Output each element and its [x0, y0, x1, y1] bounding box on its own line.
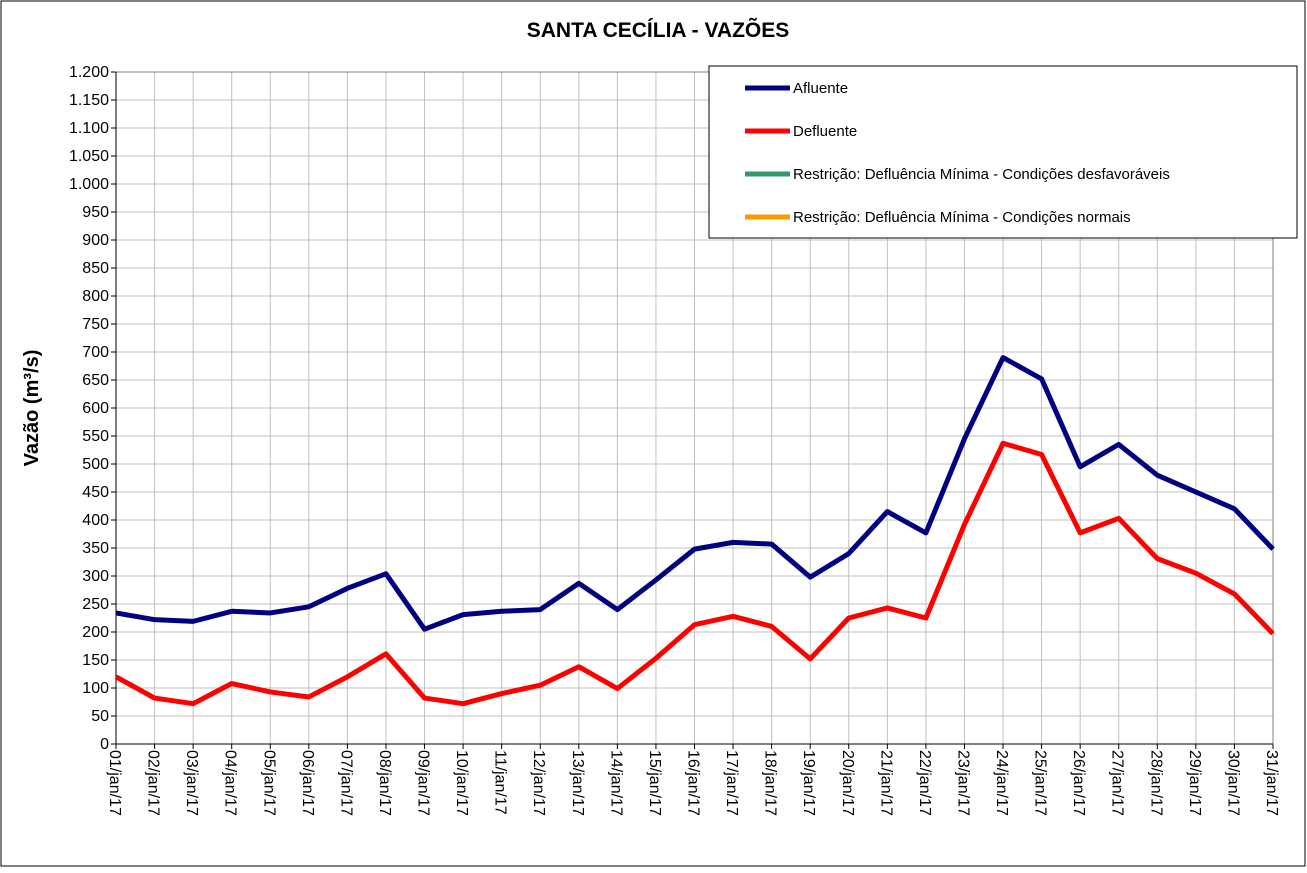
x-tick-label: 15/jan/17 — [646, 750, 663, 816]
y-tick-label: 850 — [82, 260, 109, 277]
y-tick-label: 900 — [82, 232, 109, 249]
x-tick-label: 26/jan/17 — [1070, 750, 1087, 816]
x-tick-label: 03/jan/17 — [183, 750, 200, 816]
y-tick-label: 1.150 — [69, 92, 109, 109]
x-tick-label: 17/jan/17 — [723, 750, 740, 816]
x-tick-label: 05/jan/17 — [260, 750, 277, 816]
x-tick-label: 27/jan/17 — [1109, 750, 1126, 816]
x-tick-label: 21/jan/17 — [877, 750, 894, 816]
x-tick-label: 31/jan/17 — [1263, 750, 1280, 816]
y-tick-label: 50 — [91, 708, 109, 725]
legend-label: Afluente — [793, 80, 848, 97]
y-tick-label: 950 — [82, 204, 109, 221]
x-tick-label: 09/jan/17 — [415, 750, 432, 816]
x-tick-label: 12/jan/17 — [530, 750, 547, 816]
legend-label: Restrição: Defluência Mínima - Condições… — [793, 209, 1131, 226]
y-tick-label: 1.200 — [69, 64, 109, 81]
x-tick-label: 08/jan/17 — [376, 750, 393, 816]
series-line — [115, 355, 1275, 632]
y-tick-label: 150 — [82, 652, 109, 669]
x-tick-label: 20/jan/17 — [839, 750, 856, 816]
y-tick-label: 500 — [82, 456, 109, 473]
x-tick-label: 04/jan/17 — [222, 750, 239, 816]
series-line — [114, 440, 1275, 707]
x-tick-label: 07/jan/17 — [337, 750, 354, 816]
x-tick-label: 18/jan/17 — [762, 750, 779, 816]
x-tick-label: 10/jan/17 — [453, 750, 470, 816]
x-tick-label: 19/jan/17 — [800, 750, 817, 816]
y-tick-label: 1.050 — [69, 148, 109, 165]
x-tick-label: 02/jan/17 — [145, 750, 162, 816]
x-tick-label: 22/jan/17 — [916, 750, 933, 816]
x-tick-label: 30/jan/17 — [1224, 750, 1241, 816]
y-tick-label: 800 — [82, 288, 109, 305]
y-tick-label: 700 — [82, 344, 109, 361]
y-tick-label: 550 — [82, 428, 109, 445]
x-tick-label: 28/jan/17 — [1147, 750, 1164, 816]
y-axis-label: Vazão (m³/s) — [21, 350, 43, 467]
y-tick-label: 300 — [82, 568, 109, 585]
y-tick-label: 750 — [82, 316, 109, 333]
x-tick-label: 13/jan/17 — [569, 750, 586, 816]
y-tick-label: 1.000 — [69, 176, 109, 193]
legend-label: Restrição: Defluência Mínima - Condições… — [793, 166, 1170, 183]
y-tick-label: 250 — [82, 596, 109, 613]
y-tick-label: 400 — [82, 512, 109, 529]
x-tick-label: 11/jan/17 — [492, 750, 509, 815]
x-tick-label: 23/jan/17 — [954, 750, 971, 816]
y-tick-label: 0 — [100, 736, 109, 753]
y-tick-label: 600 — [82, 400, 109, 417]
y-tick-label: 450 — [82, 484, 109, 501]
y-tick-label: 1.100 — [69, 120, 109, 137]
x-tick-label: 16/jan/17 — [685, 750, 702, 816]
x-tick-label: 24/jan/17 — [993, 750, 1010, 816]
x-tick-label: 25/jan/17 — [1032, 750, 1049, 816]
y-tick-label: 200 — [82, 624, 109, 641]
y-tick-label: 650 — [82, 372, 109, 389]
legend-box — [708, 65, 1298, 239]
x-tick-label: 29/jan/17 — [1186, 750, 1203, 816]
legend-label: Defluente — [793, 123, 857, 140]
x-tick-label: 14/jan/17 — [607, 750, 624, 816]
chart-title: SANTA CECÍLIA - VAZÕES — [527, 18, 790, 42]
x-tick-label: 06/jan/17 — [299, 750, 316, 816]
x-tick-label: 01/jan/17 — [106, 750, 123, 816]
y-tick-label: 100 — [82, 680, 109, 697]
y-tick-label: 350 — [82, 540, 109, 557]
